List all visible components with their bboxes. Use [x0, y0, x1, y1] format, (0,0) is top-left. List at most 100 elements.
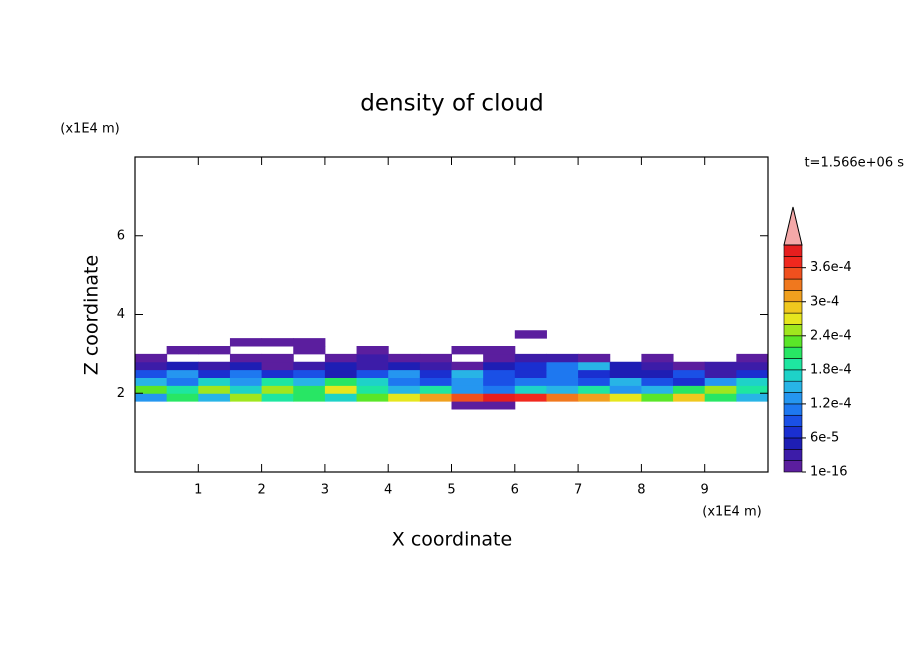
colorbar-extend: [783, 206, 803, 246]
contour-cell: [578, 361, 611, 371]
plot-frame: [134, 156, 769, 473]
colorbar-band: [783, 278, 803, 291]
contour-cell: [704, 361, 737, 371]
colorbar-band: [783, 414, 803, 427]
contour-cell: [388, 361, 421, 371]
contour-cell: [641, 385, 674, 394]
contour-cell: [388, 353, 421, 363]
contour-cell: [356, 377, 389, 386]
contour-cell: [419, 369, 452, 378]
contour-cell: [229, 361, 263, 371]
contour-cell: [451, 346, 484, 355]
contour-cell: [356, 369, 389, 378]
x-tick-label: 8: [637, 483, 645, 498]
contour-cell: [324, 369, 358, 378]
colorbar-band: [783, 369, 803, 382]
contour-cell: [483, 393, 516, 402]
contour-cell: [641, 393, 674, 402]
chart-title: density of cloud: [360, 91, 543, 117]
y-tick-label: 4: [117, 307, 125, 322]
contour-cell: [261, 338, 294, 347]
contour-cell: [293, 338, 326, 347]
contour-cell: [483, 361, 516, 371]
contour-cell: [578, 353, 611, 363]
colorbar-tick-label: 1.2e-4: [810, 396, 852, 411]
contour-cell: [704, 393, 737, 402]
contour-cell: [293, 377, 326, 386]
contour-cell: [483, 353, 516, 363]
x-tick-label: 9: [701, 483, 709, 498]
colorbar-band: [783, 267, 803, 280]
colorbar-band: [783, 324, 803, 337]
contour-cell: [135, 361, 168, 371]
x-tick-label: 1: [194, 483, 202, 498]
contour-cell: [609, 361, 642, 371]
colorbar-tick-label: 1.8e-4: [810, 362, 852, 377]
contour-cell: [419, 377, 452, 386]
contour-cell: [166, 385, 199, 394]
contour-cell: [451, 369, 484, 378]
contour-cell: [641, 377, 674, 386]
contour-cell: [388, 393, 421, 402]
contour-cell: [546, 353, 579, 363]
contour-cell: [673, 369, 706, 378]
contour-cell: [673, 361, 706, 371]
contour-cell: [451, 401, 484, 410]
contour-cell: [135, 369, 168, 378]
time-annotation: t=1.566e+06 s: [804, 156, 904, 171]
contour-cell: [483, 369, 516, 378]
contour-cell: [736, 377, 769, 386]
contour-cell: [451, 361, 484, 371]
contour-cell: [704, 385, 737, 394]
y-unit: (x1E4 m): [60, 122, 119, 137]
contour-cell: [388, 369, 421, 378]
contour-cell: [609, 393, 642, 402]
contour-cell: [483, 346, 516, 355]
contour-cell: [388, 377, 421, 386]
contour-cell: [135, 385, 168, 394]
contour-cell: [736, 393, 769, 402]
colorbar-band: [783, 312, 803, 325]
contour-cell: [578, 377, 611, 386]
contour-cell: [736, 369, 769, 378]
contour-cell: [293, 346, 326, 355]
contour-cell: [324, 361, 358, 371]
contour-cell: [166, 369, 199, 378]
contour-cell: [641, 353, 674, 363]
contour-cell: [135, 393, 168, 402]
contour-cell: [261, 361, 294, 371]
colorbar-band: [783, 380, 803, 393]
contour-cell: [198, 377, 231, 386]
contour-cell: [419, 361, 452, 371]
contour-cell: [451, 377, 484, 386]
contour-cell: [609, 385, 642, 394]
x-tick-label: 7: [574, 483, 582, 498]
contour-cell: [198, 385, 231, 394]
contour-cell: [135, 353, 168, 363]
contour-cell: [293, 369, 326, 378]
x-tick-label: 4: [384, 483, 392, 498]
contour-cell: [356, 361, 389, 371]
colorbar-band: [783, 392, 803, 405]
colorbar-tick-label: 3.6e-4: [810, 260, 852, 275]
contour-cell: [356, 393, 389, 402]
contour-cell: [356, 385, 389, 394]
y-tick-label: 6: [117, 228, 125, 243]
contour-cell: [324, 377, 358, 386]
contour-cell: [261, 369, 294, 378]
colorbar-band: [783, 426, 803, 439]
contour-cell: [261, 385, 294, 394]
contour-cell: [578, 393, 611, 402]
colorbar-band: [783, 346, 803, 359]
contour-cell: [135, 377, 168, 386]
contour-cell: [166, 393, 199, 402]
x-axis-label: X coordinate: [392, 529, 512, 551]
y-tick-label: 2: [117, 386, 125, 401]
contour-cell: [673, 393, 706, 402]
contour-cell: [704, 377, 737, 386]
colorbar-band: [783, 290, 803, 303]
contour-cell: [356, 346, 389, 355]
contour-cell: [514, 330, 547, 339]
